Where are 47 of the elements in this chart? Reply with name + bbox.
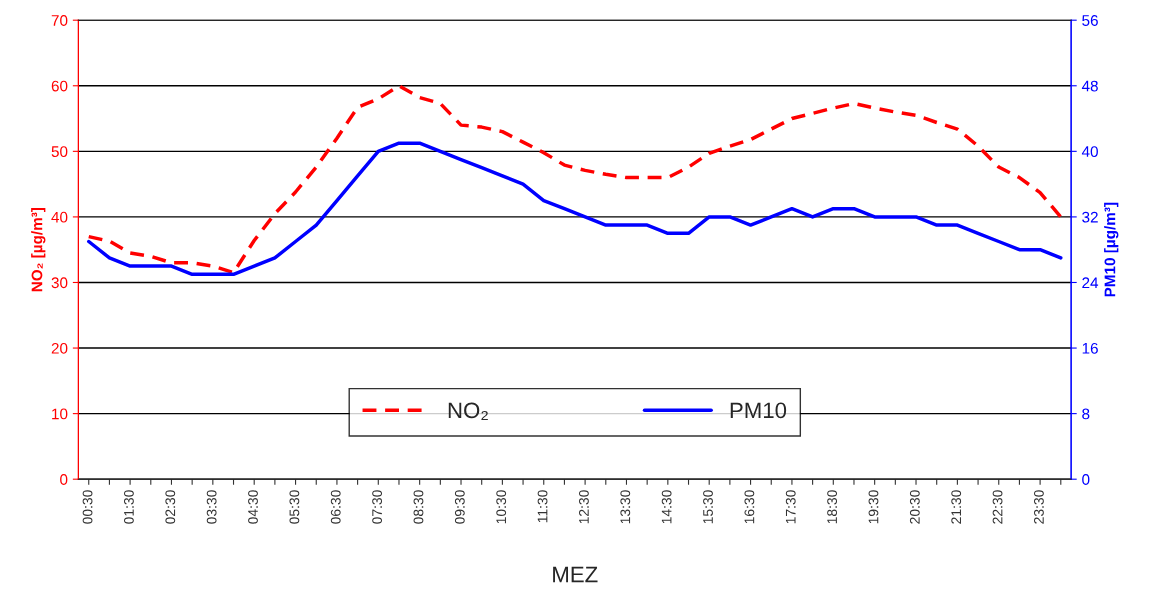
x-tick-label: 22:30: [992, 490, 1003, 524]
x-tick-label: 06:30: [330, 490, 341, 524]
y-tick-label: 40: [51, 211, 68, 223]
y2-tick-label: 8: [1082, 408, 1090, 420]
y-tick-label: 0: [60, 474, 68, 485]
x-tick-label: 19:30: [868, 490, 879, 524]
y-tick-label: 20: [51, 342, 68, 354]
x-tick-label: 04:30: [248, 490, 258, 524]
legend-label: NO₂: [448, 402, 488, 420]
y-tick-label: 70: [51, 15, 68, 26]
y2-axis-title: PM10 [µg/m³]: [1104, 202, 1119, 297]
x-tick-label: 13:30: [620, 490, 631, 524]
x-tick-label: 14:30: [661, 490, 672, 524]
y-tick-label: 30: [51, 277, 68, 289]
x-tick-label: 09:30: [454, 490, 465, 524]
x-tick-label: 12:30: [579, 490, 589, 524]
x-tick-label: 21:30: [951, 490, 962, 524]
x-tick-label: 16:30: [744, 490, 755, 524]
y2-tick-label: 24: [1082, 277, 1099, 289]
y-tick-label: 10: [52, 408, 68, 420]
x-tick-label: 17:30: [785, 490, 796, 524]
y2-tick-label: 40: [1081, 146, 1098, 158]
x-tick-label: 01:30: [124, 490, 134, 524]
x-tick-label: 08:30: [413, 490, 424, 524]
x-tick-label: 05:30: [289, 490, 300, 524]
x-tick-label: 00:30: [82, 490, 93, 524]
y2-tick-label: 16: [1082, 342, 1098, 354]
y-tick-label: 50: [51, 146, 68, 158]
line-series: [87, 84, 1063, 275]
legend-label: PM10: [730, 402, 787, 419]
x-tick-label: 07:30: [372, 490, 383, 524]
y-axis-title: NO₂ [µg/m³]: [31, 207, 46, 292]
y2-tick-label: 56: [1082, 15, 1098, 26]
x-tick-label: 10:30: [496, 490, 507, 524]
x-tick-label: 11:30: [537, 490, 548, 523]
y2-tick-label: 48: [1081, 80, 1098, 92]
x-axis-title: MEZ: [553, 566, 598, 583]
x-tick-label: 15:30: [703, 490, 713, 524]
x-tick-label: 03:30: [206, 490, 217, 524]
x-tick-label: 18:30: [827, 490, 838, 524]
x-tick-label: 02:30: [165, 490, 176, 524]
x-tick-label: 23:30: [1034, 490, 1044, 524]
y2-tick-label: 32: [1082, 211, 1098, 223]
x-tick-label: 20:30: [909, 490, 920, 524]
y-tick-label: 60: [51, 80, 68, 92]
line-series: [87, 141, 1063, 277]
y2-tick-label: 0: [1082, 474, 1090, 485]
